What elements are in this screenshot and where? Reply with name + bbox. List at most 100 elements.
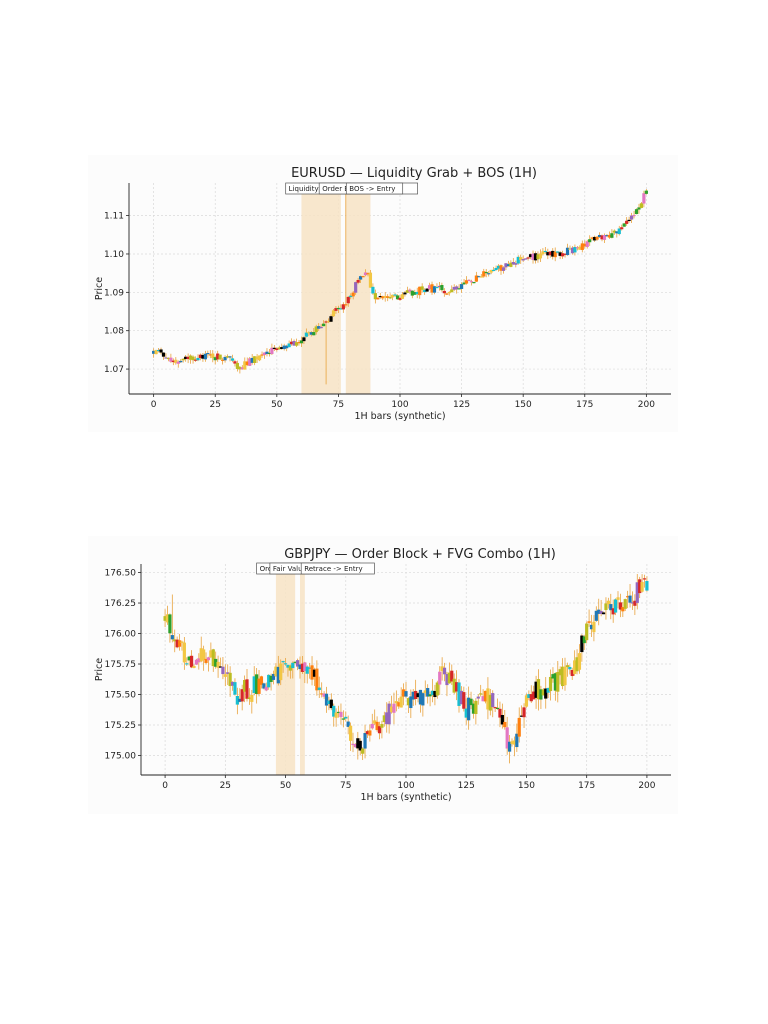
candle-body	[245, 361, 249, 366]
candle-body	[381, 296, 385, 299]
candle-body	[336, 307, 341, 310]
candle-body	[371, 286, 375, 294]
candle-body	[176, 361, 180, 364]
candle-body	[228, 672, 232, 687]
candle-body	[373, 720, 377, 724]
candle-body	[516, 256, 520, 264]
candle-body	[467, 697, 471, 721]
candle-body	[366, 273, 370, 275]
candle-body	[169, 357, 173, 362]
candle-body	[580, 243, 584, 250]
candle-body	[272, 347, 276, 349]
candle-body	[298, 664, 302, 670]
candle-body	[203, 353, 207, 360]
candle-body	[408, 289, 412, 292]
candle-body	[506, 264, 510, 267]
candle-body	[630, 602, 635, 604]
candle-body	[594, 610, 598, 621]
candle-body	[479, 276, 483, 278]
candle-body	[471, 703, 476, 714]
candle-body	[392, 703, 396, 713]
x-tick-label: 125	[453, 400, 470, 410]
candle-body	[267, 352, 272, 355]
candle-body	[294, 342, 299, 346]
candle-body	[553, 673, 557, 691]
candle-body	[308, 667, 312, 669]
candle-body	[405, 290, 409, 293]
candle-body	[433, 690, 437, 698]
candle-body	[611, 608, 615, 615]
candle-body	[462, 692, 466, 709]
candle-body	[493, 707, 497, 709]
candle-body	[259, 676, 264, 685]
candle-body	[380, 724, 384, 728]
candle-body	[620, 227, 624, 230]
candle-body	[399, 696, 403, 708]
candle-body	[467, 279, 471, 282]
x-tick-label: 175	[578, 781, 595, 791]
candle-body	[375, 721, 379, 731]
chart-title: GBPJPY — Order Block + FVG Combo (1H)	[284, 547, 556, 562]
candle-body	[536, 679, 541, 700]
candle-body	[445, 674, 449, 686]
candle-body	[377, 726, 382, 734]
candle-body	[529, 694, 533, 702]
candle-body	[585, 623, 589, 641]
candle-body	[297, 342, 301, 344]
candle-body	[610, 233, 614, 238]
candle-body	[639, 203, 644, 208]
candle-body	[565, 247, 570, 256]
candle-body	[282, 345, 286, 350]
candle-body	[615, 231, 619, 234]
candle-body	[546, 687, 550, 693]
candle-body	[300, 663, 305, 672]
candle-body	[484, 271, 488, 274]
x-tick-label: 25	[210, 400, 221, 410]
candle-body	[363, 733, 367, 749]
candle-body	[161, 352, 166, 357]
candle-body	[543, 250, 547, 253]
candle-body	[477, 276, 481, 278]
y-tick-label: 1.11	[104, 212, 124, 222]
candle-body	[179, 360, 183, 363]
candle-body	[250, 694, 254, 702]
candle-body	[315, 668, 319, 691]
candle-body	[512, 740, 517, 745]
candle-body	[280, 347, 284, 349]
candle-body	[595, 236, 599, 240]
candle-body	[194, 659, 199, 665]
candle-body	[425, 288, 429, 292]
candle-body	[206, 657, 211, 661]
candle-body	[403, 292, 407, 295]
candle-body	[401, 689, 406, 697]
candle-body	[208, 354, 212, 356]
candle-body	[430, 284, 434, 293]
candle-body	[257, 355, 262, 361]
candle-body	[361, 276, 365, 278]
candle-body	[339, 308, 343, 310]
candle-body	[317, 326, 321, 329]
x-tick-label: 75	[340, 781, 351, 791]
candle-body	[174, 359, 178, 364]
candle-body	[539, 689, 543, 700]
candle-body	[341, 718, 345, 720]
candle-body	[428, 694, 432, 697]
candle-body	[186, 356, 190, 360]
candle-body	[558, 669, 562, 676]
candle-body	[287, 343, 291, 348]
candle-body	[299, 340, 304, 344]
candle-body	[397, 702, 401, 707]
gbpjpy-chart: GBPJPY — Order Block + FVG Combo (1H) 175…	[88, 536, 678, 814]
candle-body	[593, 236, 597, 241]
candle-body	[602, 235, 607, 240]
candle-body	[560, 666, 565, 687]
candle-body	[629, 215, 634, 220]
x-axis-label: 1H bars (synthetic)	[354, 411, 445, 422]
candle-body	[501, 267, 506, 271]
candle-body	[524, 695, 529, 707]
candle-body	[604, 603, 608, 611]
y-tick-label: 175.00	[105, 751, 137, 761]
annotation-box: BOS -> Entry	[345, 182, 404, 195]
candle-body	[368, 272, 373, 288]
candle-body	[494, 267, 498, 270]
